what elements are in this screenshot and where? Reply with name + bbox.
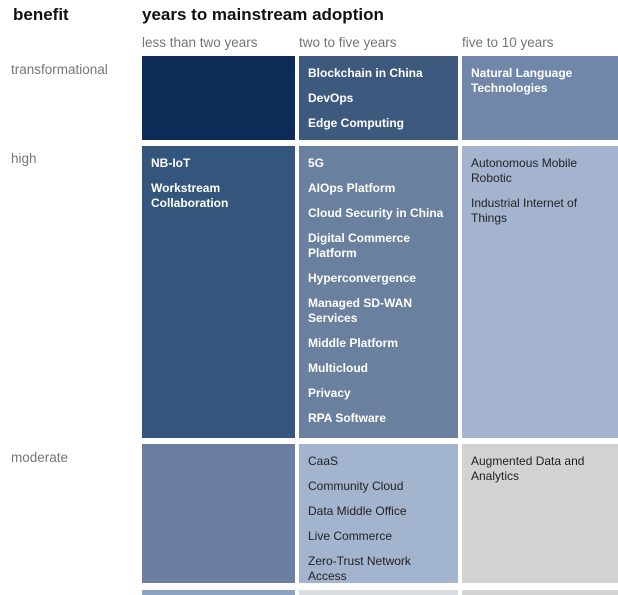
row-header-high: high <box>11 151 37 166</box>
technology-item: Middle Platform <box>308 336 399 350</box>
adoption-axis-title: years to mainstream adoption <box>142 5 384 24</box>
matrix-cell-moderate-2to5: CaaS Community Cloud Data Middle Office Liv… <box>299 444 458 583</box>
technology-item: Privacy <box>308 386 351 400</box>
matrix-cell-moderate-5to10: Augmented Data and Analytics <box>462 444 618 583</box>
benefit-axis-title: benefit <box>13 5 69 24</box>
technology-item: DevOps <box>308 91 354 105</box>
matrix-cell-partial-row-2to5 <box>299 590 458 595</box>
matrix-cell-partial-row-lt2 <box>142 590 295 595</box>
technology-item: CaaS <box>308 454 339 468</box>
technology-item: NB-IoT <box>151 156 191 170</box>
technology-item: Blockchain in China <box>308 66 423 80</box>
column-header-two-to-five-years: two to five years <box>299 35 397 50</box>
matrix-cell-transformational-2to5: Blockchain in China DevOps Edge Computing <box>299 56 458 140</box>
technology-item: Live Commerce <box>308 529 393 543</box>
technology-item: Autonomous Mobile Robotic <box>471 156 578 185</box>
matrix-cell-transformational-5to10: Natural Language Technologies <box>462 56 618 140</box>
technology-item: Industrial Internet of Things <box>471 196 578 225</box>
technology-item: Cloud Security in China <box>308 206 444 220</box>
matrix-cell-transformational-lt2 <box>142 56 295 140</box>
technology-item: AIOps Platform <box>308 181 396 195</box>
technology-item: Workstream Collaboration <box>151 181 229 210</box>
technology-item: Data Middle Office <box>308 504 407 518</box>
column-header-five-to-10-years: five to 10 years <box>462 35 554 50</box>
technology-item: 5G <box>308 156 325 170</box>
technology-item: RPA Software <box>308 411 387 425</box>
technology-item: Augmented Data and Analytics <box>471 454 585 483</box>
matrix-cell-high-5to10: Autonomous Mobile Robotic Industrial Inte… <box>462 146 618 438</box>
technology-item: Community Cloud <box>308 479 404 493</box>
technology-item: Multicloud <box>308 361 368 375</box>
technology-item: Managed SD-WAN Services <box>308 296 413 325</box>
row-header-moderate: moderate <box>11 450 69 465</box>
matrix-cell-high-2to5: 5G AIOps Platform Cloud Security in China D… <box>299 146 458 438</box>
technology-item: Edge Computing <box>308 116 404 130</box>
row-header-transformational: transformational <box>11 62 108 77</box>
matrix-cell-moderate-lt2 <box>142 444 295 583</box>
matrix-cell-partial-row-5to10 <box>462 590 618 595</box>
technology-item: Hyperconvergence <box>308 271 417 285</box>
technology-item: Zero-Trust Network Access <box>308 554 411 583</box>
column-header-less-than-two-years: less than two years <box>142 35 258 50</box>
technology-item: Digital Commerce Platform <box>308 231 411 260</box>
technology-item: Natural Language Technologies <box>471 66 573 95</box>
matrix-cell-high-lt2: NB-IoT Workstream Collaboration <box>142 146 295 438</box>
